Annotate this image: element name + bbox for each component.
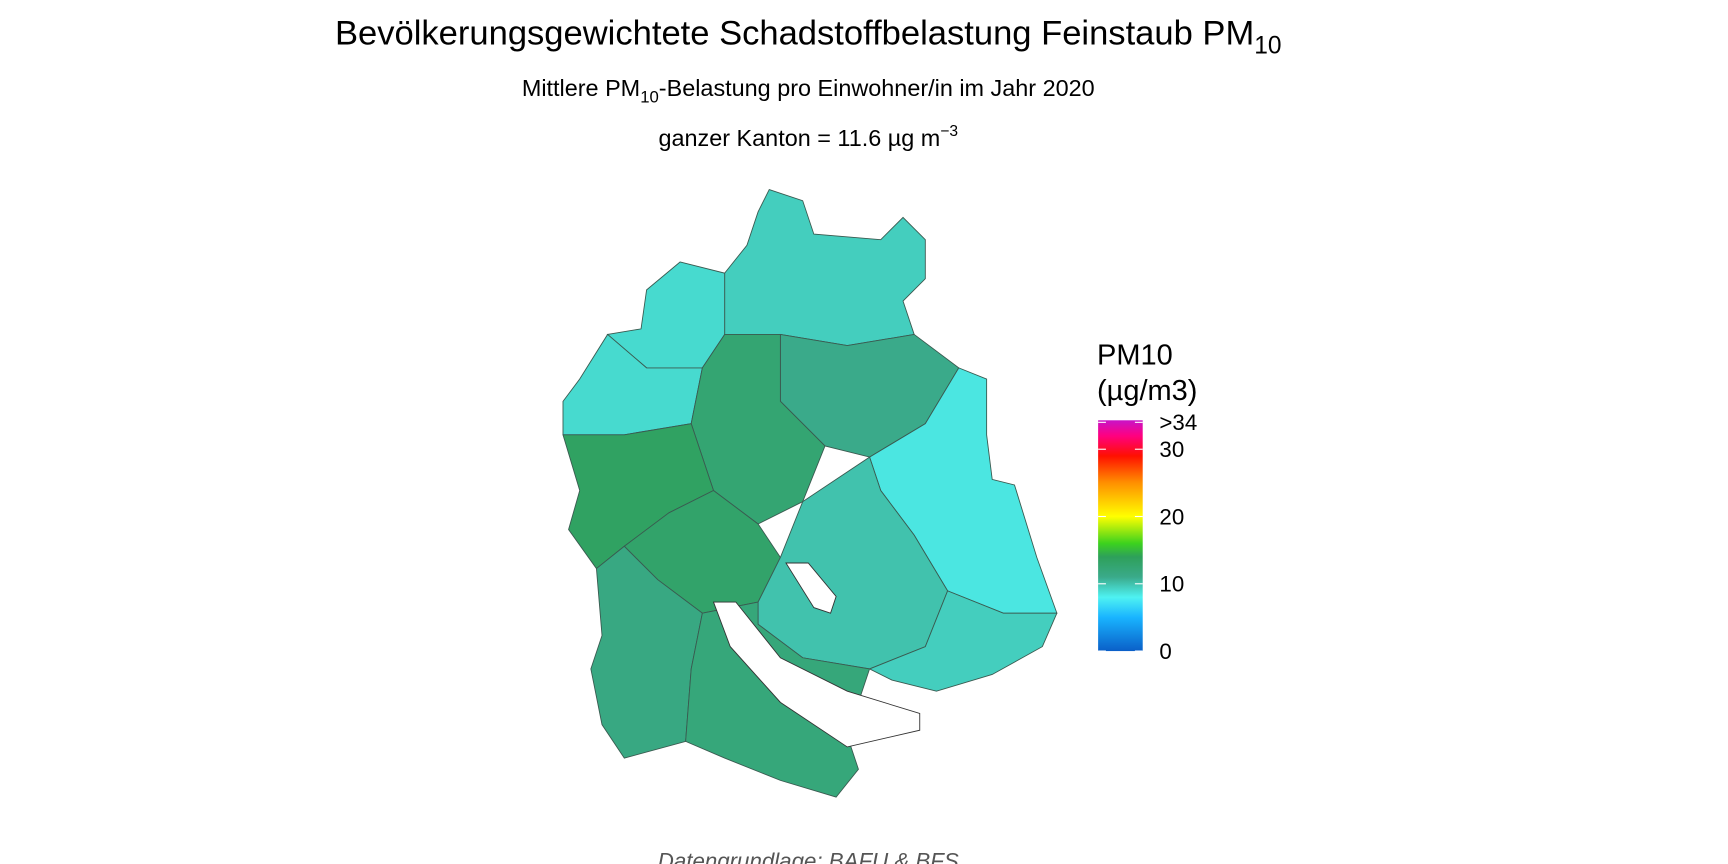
colorbar-tick-label: 10	[1159, 572, 1184, 597]
colorbar-tick-label: 20	[1159, 504, 1184, 529]
map	[562, 188, 1058, 798]
legend-title: (µg/m3)	[1097, 375, 1197, 407]
colorbar-tick-label: >34	[1159, 410, 1197, 435]
legend: 0 10 20 30>34	[1098, 410, 1197, 664]
subtitle-text: -Belastung pro Einwohner/in im Jahr 2020	[659, 75, 1095, 101]
colorbar-tick-label: 0	[1159, 639, 1171, 664]
subtitle-subscript: 10	[640, 88, 659, 107]
title: Bevölkerungsgewichtete Schadstoffbelastu…	[335, 15, 1282, 60]
subtitle-2: ganzer Kanton = 11.6 µg m−3	[658, 123, 958, 151]
subtitle-superscript: −3	[940, 123, 958, 140]
subtitle-text: Mittlere PM	[522, 75, 640, 101]
region	[868, 590, 1058, 692]
colorbar	[1098, 420, 1143, 652]
region	[724, 188, 926, 347]
title-subscript: 10	[1254, 33, 1281, 60]
subtitle-text: ganzer Kanton = 11.6 µg m	[658, 125, 940, 151]
caption: Datengrundlage: BAFU & BFS	[658, 848, 959, 864]
lake	[785, 562, 837, 614]
legend-title: PM10	[1097, 340, 1173, 372]
subtitle: Mittlere PM10-Belastung pro Einwohner/in…	[522, 75, 1095, 107]
lake	[712, 601, 921, 748]
title-text: Bevölkerungsgewichtete Schadstoffbelastu…	[335, 15, 1254, 53]
colorbar-tick-label: 30	[1159, 437, 1184, 462]
